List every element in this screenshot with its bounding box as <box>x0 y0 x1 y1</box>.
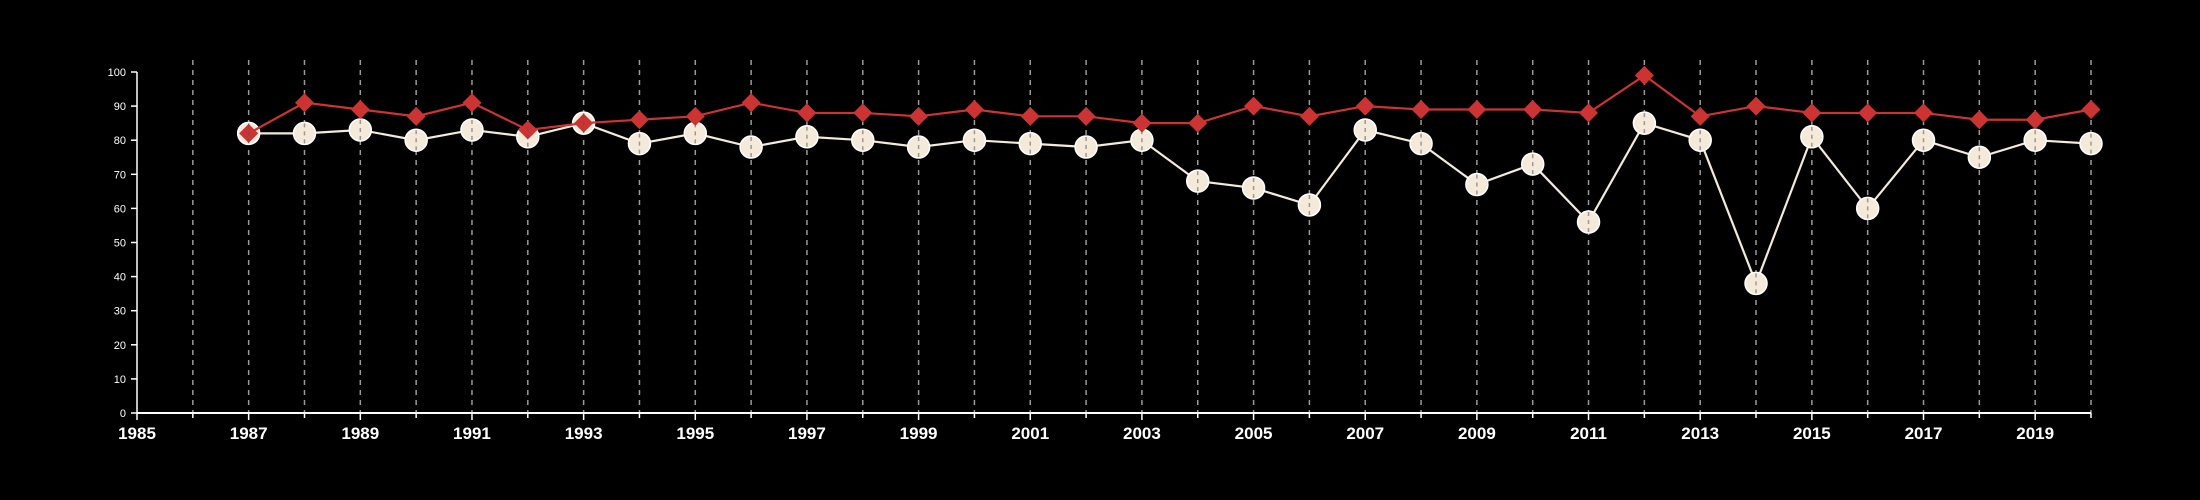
x-tick-label-1993: 1993 <box>565 424 603 443</box>
series-1-line <box>248 74 2092 135</box>
y-tick-label-60: 60 <box>114 203 126 215</box>
series-1-point-1995 <box>685 106 705 126</box>
x-tick-label-1985: 1985 <box>118 424 156 443</box>
x-tick-label-2003: 2003 <box>1123 424 1161 443</box>
y-tick-label-50: 50 <box>114 238 126 250</box>
x-tick-label-2009: 2009 <box>1458 424 1496 443</box>
series-1-point-2008 <box>1411 100 1431 120</box>
series-1-point-2020 <box>2081 100 2101 120</box>
gridlines <box>192 60 2092 413</box>
series-1-point-2011 <box>1579 103 1599 123</box>
series-1-point-1997 <box>797 103 817 123</box>
series-1-point-2014 <box>1746 96 1766 116</box>
series-1-point-2012 <box>1634 65 1654 85</box>
series-1-point-2019 <box>2025 110 2045 130</box>
series-1-point-1988 <box>294 93 314 113</box>
x-tick-label-2005: 2005 <box>1235 424 1273 443</box>
series-1-point-1998 <box>853 103 873 123</box>
x-tick-label-1989: 1989 <box>341 424 379 443</box>
series-1-point-2003 <box>1132 113 1152 133</box>
x-tick-label-1987: 1987 <box>230 424 268 443</box>
series-1-point-2015 <box>1802 103 1822 123</box>
series-1-point-1989 <box>350 100 370 120</box>
x-tick-label-1995: 1995 <box>676 424 714 443</box>
series-1-point-1990 <box>406 106 426 126</box>
series-1-point-1996 <box>741 93 761 113</box>
y-tick-label-90: 90 <box>114 101 126 113</box>
series-1-point-2000 <box>964 100 984 120</box>
series-1-point-1999 <box>909 106 929 126</box>
y-tick-label-20: 20 <box>114 340 126 352</box>
series-1-point-2010 <box>1523 100 1543 120</box>
series-1-point-2017 <box>1914 103 1934 123</box>
x-tick-label-2017: 2017 <box>1905 424 1943 443</box>
x-tick-label-1997: 1997 <box>788 424 826 443</box>
series-1-point-1994 <box>629 110 649 130</box>
y-tick-label-70: 70 <box>114 169 126 181</box>
gridline-overlay <box>247 113 2092 294</box>
series-1-point-1991 <box>462 93 482 113</box>
y-tick-label-100: 100 <box>108 67 126 79</box>
x-tick-label-2013: 2013 <box>1681 424 1719 443</box>
x-tick-label-2001: 2001 <box>1011 424 1049 443</box>
series-1-point-2009 <box>1467 100 1487 120</box>
y-tick-label-80: 80 <box>114 135 126 147</box>
y-tick-label-10: 10 <box>114 374 126 386</box>
series-1-point-2018 <box>1969 110 1989 130</box>
series-1 <box>239 65 2101 143</box>
series-1-point-2007 <box>1355 96 1375 116</box>
series-1-point-2002 <box>1076 106 1096 126</box>
x-tick-label-2007: 2007 <box>1346 424 1384 443</box>
series-2 <box>236 111 2103 296</box>
x-tick-label-1999: 1999 <box>900 424 938 443</box>
y-tick-label-30: 30 <box>114 306 126 318</box>
y-tick-label-40: 40 <box>114 272 126 284</box>
series-1-point-2016 <box>1858 103 1878 123</box>
x-tick-label-2019: 2019 <box>2016 424 2054 443</box>
x-tick-label-1991: 1991 <box>453 424 491 443</box>
series-2-line <box>248 121 2092 287</box>
series-layer <box>236 65 2103 296</box>
series-1-point-2004 <box>1188 113 1208 133</box>
axes: 0 10 20 30 40 50 60 70 80 90 100 1985 1987 1989 1991 19… <box>108 67 2092 443</box>
series-1-point-2013 <box>1690 106 1710 126</box>
x-tick-label-2011: 2011 <box>1570 424 1607 443</box>
series-1-point-2005 <box>1244 96 1264 116</box>
series-1-point-2006 <box>1299 106 1319 126</box>
x-tick-label-2015: 2015 <box>1793 424 1831 443</box>
y-tick-label-0: 0 <box>120 408 126 420</box>
series-1-point-2001 <box>1020 106 1040 126</box>
